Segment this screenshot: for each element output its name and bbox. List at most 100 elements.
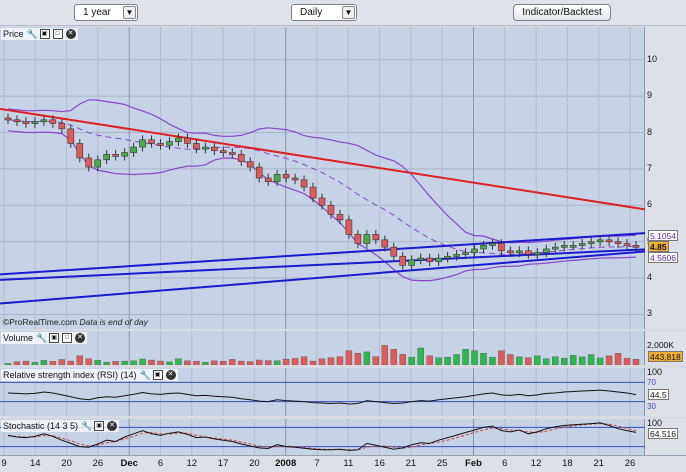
wrench-icon[interactable]: 🔧 (139, 370, 151, 380)
wrench-icon[interactable]: 🔧 (36, 333, 48, 343)
candle-up (444, 255, 451, 259)
candle-up (596, 239, 604, 243)
candle-up (175, 137, 182, 142)
volume-bar (103, 361, 110, 365)
stochastic-panel: Stochastic (14 3 5) 🔧 ▣ ✕ 100 64.516 (0, 418, 686, 455)
close-icon[interactable]: ✕ (107, 421, 118, 431)
maximize-icon[interactable]: □ (52, 29, 63, 39)
volume-bar (247, 361, 254, 365)
price-tick-label: 8 (647, 126, 653, 137)
rsi-line (7, 389, 637, 405)
volume-bar (139, 358, 146, 365)
trend-line-channel-lower (0, 250, 645, 305)
volume-bar (498, 350, 505, 365)
end-of-day-note: Data is end of day (79, 317, 148, 327)
volume-bar (31, 362, 39, 365)
volume-bar (300, 356, 308, 365)
volume-bar (40, 360, 48, 365)
volume-bar (390, 349, 397, 365)
candle-up (569, 245, 577, 248)
candle-up (94, 159, 102, 168)
stochastic-signal-line (7, 423, 637, 451)
stochastic-plot-area: Stochastic (14 3 5) 🔧 ▣ ✕ (0, 419, 645, 455)
bollinger-upper-label: 5.1054 (648, 230, 678, 241)
volume-last-label: 443,818 (648, 351, 683, 362)
price-tick-label: 9 (647, 90, 653, 101)
volume-bar (282, 358, 290, 365)
candle-down (632, 245, 640, 248)
data-source-note: ©ProRealTime.com Data is end of day (3, 317, 148, 327)
date-tick-label: 12 (186, 458, 198, 469)
candle-down (193, 143, 200, 150)
close-icon[interactable]: ✕ (165, 370, 176, 380)
date-tick-label: 16 (374, 458, 385, 469)
date-tick-label: 9 (1, 458, 7, 469)
volume-bar (211, 360, 218, 365)
wrench-icon[interactable]: 🔧 (26, 29, 38, 39)
date-tick-label: 20 (61, 458, 72, 469)
volume-bar (525, 357, 532, 365)
candle-down (22, 121, 30, 124)
volume-bar (426, 355, 433, 365)
volume-bar (13, 361, 21, 365)
candle-down (399, 255, 407, 266)
price-tick-label: 3 (647, 308, 653, 319)
date-tick-label: 26 (624, 458, 636, 469)
volume-tick-2000k: 2,000K (647, 340, 674, 350)
trend-line-channel-upper (0, 232, 645, 276)
candle-up (560, 245, 568, 248)
rsi-tick-70: 70 (647, 378, 656, 387)
maximize-icon[interactable]: □ (62, 333, 73, 343)
close-icon[interactable]: ✕ (65, 29, 76, 39)
candle-up (542, 248, 550, 253)
window-icon[interactable]: ▣ (49, 333, 60, 343)
trend-line-channel-mid (0, 248, 645, 281)
price-panel-header: Price 🔧 ▣ □ ✕ (1, 28, 78, 40)
candle-down (76, 143, 84, 159)
period-select[interactable]: 1 year ▼ (74, 4, 138, 21)
volume-bar (291, 358, 299, 365)
volume-bar (399, 354, 406, 365)
close-icon[interactable]: ✕ (75, 333, 86, 343)
candle-up (166, 141, 173, 146)
volume-panel-header: Volume 🔧 ▣ □ ✕ (1, 332, 88, 344)
candle-up (435, 257, 442, 262)
volume-bar (67, 360, 75, 365)
volume-bar (256, 359, 263, 365)
interval-select[interactable]: Daily ▼ (291, 4, 357, 21)
candle-down (228, 152, 236, 155)
volume-bar (327, 357, 335, 365)
window-icon[interactable]: ▣ (39, 29, 50, 39)
volume-bar (632, 358, 640, 365)
candle-up (489, 243, 496, 246)
candle-down (49, 119, 57, 124)
volume-bar (273, 360, 281, 365)
candle-down (318, 197, 326, 206)
volume-bar (417, 347, 424, 365)
candle-up (202, 146, 209, 150)
price-panel-title: Price (3, 29, 24, 39)
wrench-icon[interactable]: 🔧 (81, 421, 93, 431)
window-icon[interactable]: ▣ (94, 421, 105, 431)
volume-bar (471, 350, 478, 365)
volume-bar (570, 355, 577, 365)
volume-bar (489, 356, 496, 365)
volume-bar (309, 360, 317, 365)
candle-down (381, 239, 389, 248)
candle-down (184, 137, 191, 144)
candle-up (363, 234, 371, 244)
stochastic-last-label: 64.516 (648, 428, 678, 439)
date-tick-label: 2008 (275, 458, 297, 469)
candle-down (300, 179, 308, 188)
candle-up (121, 152, 128, 157)
indicator-backtest-button[interactable]: Indicator/Backtest (513, 4, 611, 21)
volume-chart (3, 331, 640, 365)
window-icon[interactable]: ▣ (152, 370, 163, 380)
price-plot-area: Price 🔧 ▣ □ ✕ ©ProRealTime.com Data is e… (0, 27, 645, 329)
interval-value: Daily (300, 7, 323, 18)
volume-bar (166, 361, 173, 365)
volume-bar (561, 358, 568, 365)
price-chart (0, 27, 645, 329)
volume-bar (264, 360, 272, 365)
volume-panel: Volume 🔧 ▣ □ ✕ 2,000K 443,818 (0, 331, 686, 365)
